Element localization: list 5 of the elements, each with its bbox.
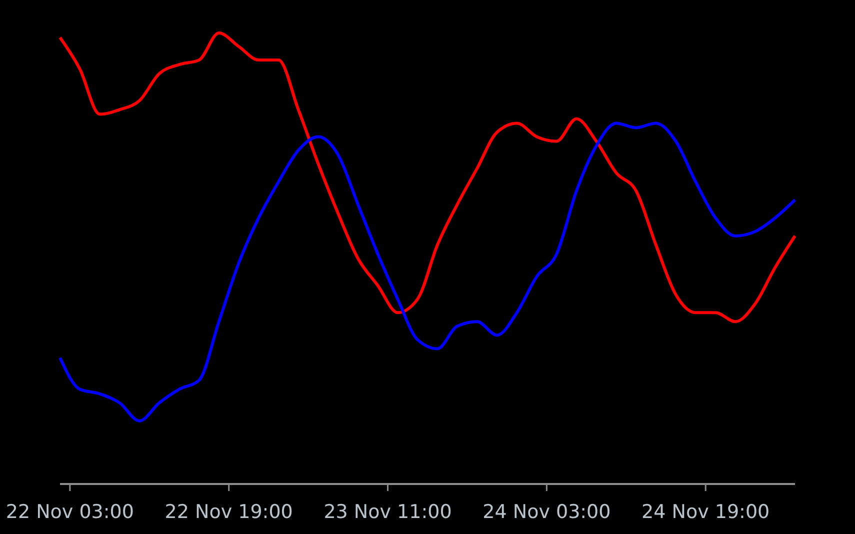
x-tick-label: 23 Nov 11:00 [324, 501, 452, 523]
x-tick-label: 24 Nov 03:00 [482, 501, 611, 523]
x-tick-label: 22 Nov 19:00 [164, 501, 293, 523]
x-tick-label: 24 Nov 19:00 [642, 501, 770, 523]
x-tick-label: 22 Nov 03:00 [6, 501, 134, 523]
